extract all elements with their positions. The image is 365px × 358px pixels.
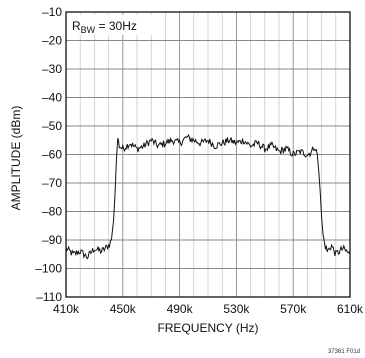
x-tick-label: 490k bbox=[167, 302, 194, 316]
y-tick-label: –100 bbox=[35, 262, 62, 276]
x-tick-label: 450k bbox=[110, 302, 137, 316]
grid-lines bbox=[66, 12, 350, 297]
y-tick-label: –10 bbox=[42, 5, 62, 19]
plot-frame bbox=[65, 11, 351, 298]
y-tick-label: –110 bbox=[36, 290, 62, 304]
y-tick-label: –70 bbox=[42, 176, 62, 190]
annotation-rest: = 30Hz bbox=[95, 19, 137, 33]
y-tick-label: –30 bbox=[42, 62, 62, 76]
y-tick-label: –80 bbox=[42, 205, 62, 219]
y-tick-label: –40 bbox=[42, 91, 62, 105]
y-axis-ticks: –10 –20 –30 –40 –50 –60 –70 –80 –90 –100 –110 bbox=[35, 5, 62, 304]
annotation-subscript: BW bbox=[81, 25, 96, 35]
annotation-main: R bbox=[72, 19, 81, 33]
series-line-amplitude bbox=[65, 133, 351, 260]
x-tick-label: 570k bbox=[280, 302, 307, 316]
y-tick-label: –90 bbox=[42, 233, 62, 247]
x-tick-label: 410k bbox=[53, 302, 80, 316]
figure-id: 37361 F01d bbox=[328, 349, 360, 355]
y-tick-label: –20 bbox=[42, 34, 62, 48]
y-axis-title: AMPLITUDE (dBm) bbox=[9, 106, 23, 211]
x-tick-label: 610k bbox=[337, 302, 364, 316]
x-axis-ticks: 410k 450k 490k 530k 570k 610k bbox=[53, 302, 364, 316]
bandwidth-annotation: RBW = 30Hz bbox=[72, 19, 137, 35]
x-tick-label: 530k bbox=[223, 302, 250, 316]
y-tick-label: –50 bbox=[42, 119, 62, 133]
x-axis-title: FREQUENCY (Hz) bbox=[157, 321, 258, 335]
bandwidth-annotation-box: RBW = 30Hz bbox=[68, 15, 154, 35]
y-tick-label: –60 bbox=[42, 148, 62, 162]
